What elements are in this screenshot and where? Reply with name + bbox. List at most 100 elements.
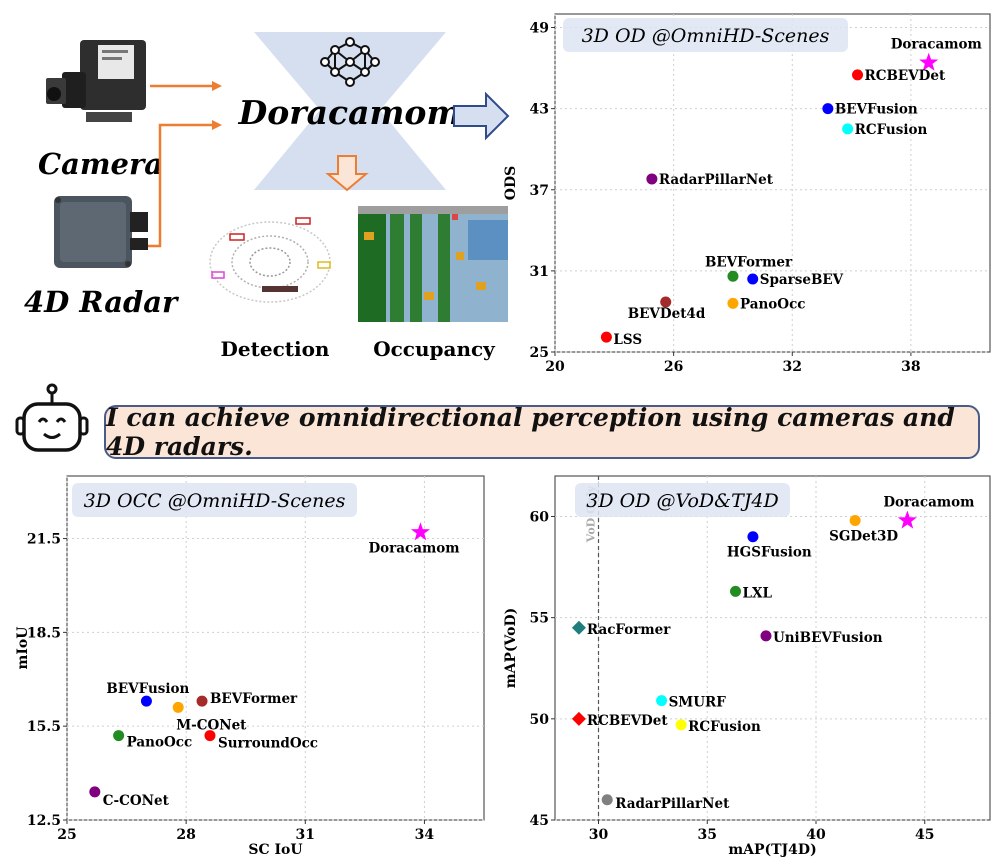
data-point-label: RadarPillarNet xyxy=(615,796,730,812)
model-shape xyxy=(254,32,446,190)
model-name: Doracamom xyxy=(238,93,462,132)
data-point xyxy=(601,794,613,806)
data-point-label: RCBEVDet xyxy=(865,68,946,84)
data-point-label: PanoOcc xyxy=(740,296,806,312)
data-point-label: Doracamom xyxy=(368,540,459,556)
radar-device-icon xyxy=(54,196,148,268)
y-tick-label: 37 xyxy=(530,183,549,199)
od-omnihd-chart: 202632382531374349mAPODS3D OD @OmniHD-Sc… xyxy=(503,13,991,372)
data-point xyxy=(727,270,739,282)
data-point-label: HGSFusion xyxy=(727,545,812,561)
data-point xyxy=(656,695,668,707)
plot-frame xyxy=(66,475,485,821)
data-point-label: RadarPillarNet xyxy=(659,172,774,188)
data-point-label: SGDet3D xyxy=(829,529,898,545)
x-tick-label: 35 xyxy=(698,827,717,843)
x-tick-label: 26 xyxy=(664,359,683,372)
y-axis-label: mAP(VoD) xyxy=(503,608,519,689)
x-tick-label: 20 xyxy=(545,359,565,372)
y-tick-label: 60 xyxy=(530,509,550,525)
detection-pointcloud-image xyxy=(198,204,340,320)
data-point xyxy=(747,273,759,285)
y-axis-label: mIoU xyxy=(15,627,31,670)
data-point-label: LSS xyxy=(613,332,642,348)
data-point-label: PanoOcc xyxy=(127,735,193,751)
y-tick-label: 43 xyxy=(530,102,549,118)
data-point-label: Doracamom xyxy=(891,37,982,53)
y-tick-label: 15.5 xyxy=(27,719,61,735)
x-tick-label: 40 xyxy=(806,827,826,843)
y-tick-label: 49 xyxy=(530,21,549,37)
y-tick-label: 31 xyxy=(530,264,549,280)
data-point-label: SparseBEV xyxy=(760,272,844,288)
data-point xyxy=(822,103,834,115)
data-point xyxy=(140,695,152,707)
data-point xyxy=(760,630,772,642)
output-arrow-right xyxy=(453,91,510,141)
x-tick-label: 28 xyxy=(176,827,195,843)
x-axis-label: mAP(TJ4D) xyxy=(728,842,816,858)
data-point-label: RCFusion xyxy=(688,719,761,735)
occupancy-map-image xyxy=(358,206,508,322)
chart-title-box xyxy=(563,18,848,52)
x-tick-label: 25 xyxy=(57,827,76,843)
output-arrow-down xyxy=(325,155,369,192)
data-point xyxy=(675,719,687,731)
data-point xyxy=(646,173,658,185)
x-tick-label: 31 xyxy=(296,827,315,843)
data-point-star xyxy=(410,522,430,541)
data-point-label: BEVFormer xyxy=(210,691,298,707)
y-axis-label: ODS xyxy=(503,166,519,200)
data-point xyxy=(196,695,208,707)
x-tick-label: 38 xyxy=(901,359,920,372)
chart-title-box xyxy=(575,483,790,517)
data-point xyxy=(747,531,759,543)
data-point-label: SMURF xyxy=(669,695,727,711)
overview-diagram: Camera 4D Radar Doracamom xyxy=(24,32,510,361)
x-tick-label: 34 xyxy=(415,827,435,843)
data-point xyxy=(727,297,739,309)
data-point-diamond xyxy=(571,711,586,726)
data-point-label: BEVFusion xyxy=(106,681,189,697)
data-point xyxy=(172,701,184,713)
data-point-label: LXL xyxy=(743,585,773,601)
y-tick-label: 21.5 xyxy=(27,532,61,548)
y-tick-label: 45 xyxy=(530,813,549,829)
y-tick-label: 12.5 xyxy=(27,813,61,829)
data-point-diamond xyxy=(571,620,586,635)
data-point xyxy=(89,786,101,798)
input-arrows xyxy=(148,81,222,248)
data-point-label: RCBEVDet xyxy=(587,713,668,729)
y-tick-label: 18.5 xyxy=(27,625,61,641)
capability-banner: I can achieve omnidirectional perception… xyxy=(104,403,980,461)
data-point xyxy=(660,296,672,308)
y-tick-label: 50 xyxy=(530,712,550,728)
data-point xyxy=(730,585,742,597)
plot-frame xyxy=(554,13,991,353)
chart-title: 3D OD @OmniHD-Scenes xyxy=(582,25,830,47)
data-point xyxy=(600,331,612,343)
data-point xyxy=(113,730,125,742)
camera-device-icon xyxy=(46,40,146,122)
chart-title-box xyxy=(72,483,357,517)
data-point-label: C-CONet xyxy=(103,793,170,809)
data-point xyxy=(204,730,216,742)
banner-text: I can achieve omnidirectional perception… xyxy=(106,403,955,461)
data-point xyxy=(852,69,864,81)
x-tick-label: 32 xyxy=(783,359,802,372)
data-point-star xyxy=(897,510,917,529)
neural-network-icon xyxy=(320,37,380,87)
data-point-label: BEVFusion xyxy=(835,102,918,118)
data-point-label: RacFormer xyxy=(587,622,671,638)
data-point-label: Doracamom xyxy=(883,495,974,511)
data-point-label: SurroundOcc xyxy=(218,736,318,752)
radar-label: 4D Radar xyxy=(24,285,180,319)
data-point-star xyxy=(919,52,939,71)
x-axis-label: SC IoU xyxy=(248,842,302,858)
x-tick-label: 45 xyxy=(915,827,934,843)
detection-label: Detection xyxy=(221,337,330,361)
y-tick-label: 55 xyxy=(530,611,549,627)
data-point-label: RCFusion xyxy=(855,122,928,138)
